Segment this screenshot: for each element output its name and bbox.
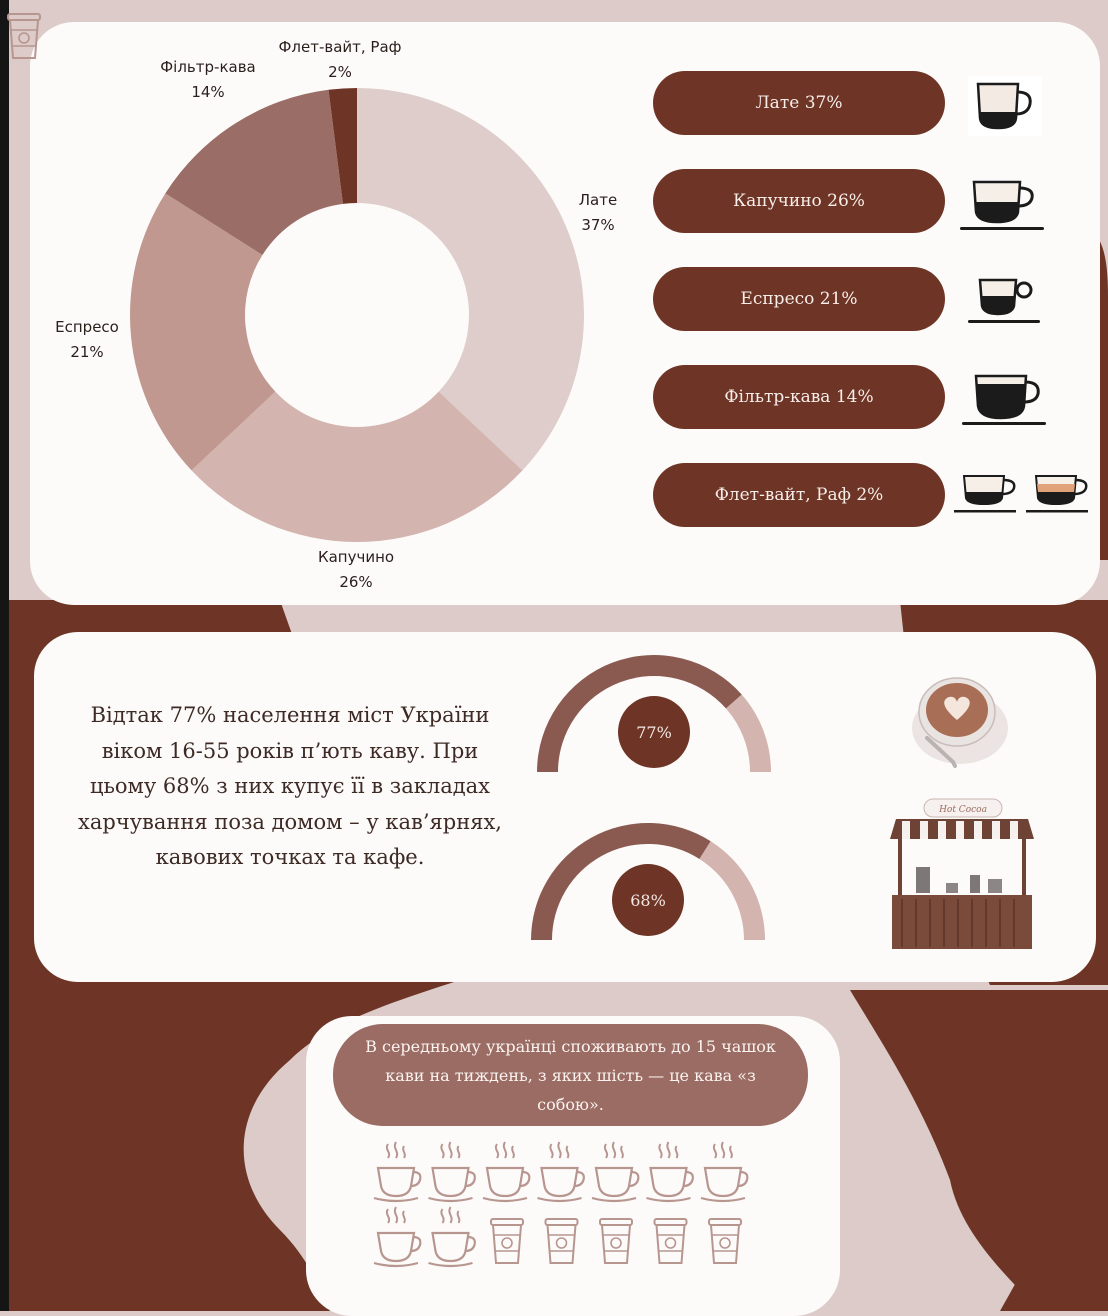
donut-label-name: Лате (578, 191, 618, 209)
stall-sign-text: Hot Cocoa (938, 805, 987, 815)
donut-label-name: Фільтр-кава (160, 58, 256, 76)
slice-cappuccino (191, 391, 523, 542)
takeaway-cup-icon (490, 1218, 524, 1264)
coffee-cup-icon (373, 1206, 422, 1268)
gauge-68-value-label: 68% (630, 891, 666, 910)
gauge-68-filled-arc (531, 823, 711, 940)
slice-latte (357, 88, 584, 471)
donut-label-value: 21% (70, 343, 104, 361)
gauge-68-center (612, 864, 684, 936)
slice-filter-coffee (165, 89, 343, 255)
left-edge-bar (0, 0, 9, 1311)
donut-label-name: Еспресо (55, 318, 119, 336)
donut-label-value: 14% (191, 83, 225, 101)
donut-label-latte: Лате 37% (548, 188, 648, 238)
coffee-cup-icon (482, 1141, 531, 1203)
pill-filter-coffee: Фільтр-кава 14% (653, 365, 945, 429)
flat-white-raf-cups-icon (954, 475, 1088, 513)
pill-espresso: Еспресо 21% (653, 267, 945, 331)
donut-chart (130, 88, 584, 542)
gauge-77-remaining-arc (726, 694, 771, 772)
weekly-cups-text: В середньому українці споживають до 15 ч… (365, 1036, 776, 1114)
gauge-77-center (618, 696, 690, 768)
donut-label-value: 26% (339, 573, 373, 591)
population-paragraph: Відтак 77% населення міст України віком … (78, 703, 502, 869)
donut-label-name: Капучино (317, 548, 395, 566)
coffee-cup-icon (700, 1141, 749, 1203)
filter-coffee-cup-icon (962, 374, 1046, 425)
donut-label-cappuccino: Капучино 26% (306, 545, 406, 595)
coffee-cup-icon (428, 1206, 476, 1268)
donut-label-filter: Фільтр-кава 14% (138, 55, 278, 105)
donut-label-espresso: Еспресо 21% (37, 315, 137, 365)
gauge-77-value-label: 77% (636, 723, 672, 742)
gauge-68-remaining-arc (699, 841, 765, 940)
pill-flatwhite-raf: Флет-вайт, Раф 2% (653, 463, 945, 527)
weekly-cups-bubble: В середньому українці споживають до 15 ч… (333, 1024, 808, 1126)
takeaway-cup-icon (544, 1218, 579, 1264)
pill-cappuccino: Капучино 26% (653, 169, 945, 233)
donut-label-name: Флет-вайт, Раф (278, 38, 402, 56)
pill-latte: Лате 37% (653, 71, 945, 135)
takeaway-cup-icon (7, 13, 41, 59)
slice-espresso (130, 193, 276, 471)
cappuccino-cup-icon (960, 180, 1044, 230)
takeaway-cup-icon (599, 1218, 633, 1264)
donut-label-value: 37% (581, 216, 615, 234)
coffee-cup-icon (591, 1141, 640, 1203)
coffee-cup-icon (646, 1141, 694, 1203)
hot-cocoa-stall-icon: Hot Cocoa (890, 798, 1034, 949)
takeaway-cup-icon (653, 1218, 688, 1264)
coffee-cup-icon (373, 1141, 422, 1203)
donut-label-flatwhite-raf: Флет-вайт, Раф 2% (260, 35, 420, 85)
espresso-cup-icon (968, 278, 1040, 323)
gauge-77-filled-arc (537, 655, 742, 772)
coffee-cup-icon (537, 1141, 585, 1203)
latte-art-cup-icon (912, 677, 1008, 768)
takeaway-cup-icon (708, 1218, 742, 1264)
donut-label-value: 2% (328, 63, 352, 81)
latte-cup-icon (968, 76, 1042, 136)
slice-flatwhite-raf (328, 88, 357, 204)
coffee-cup-icon (428, 1141, 476, 1203)
